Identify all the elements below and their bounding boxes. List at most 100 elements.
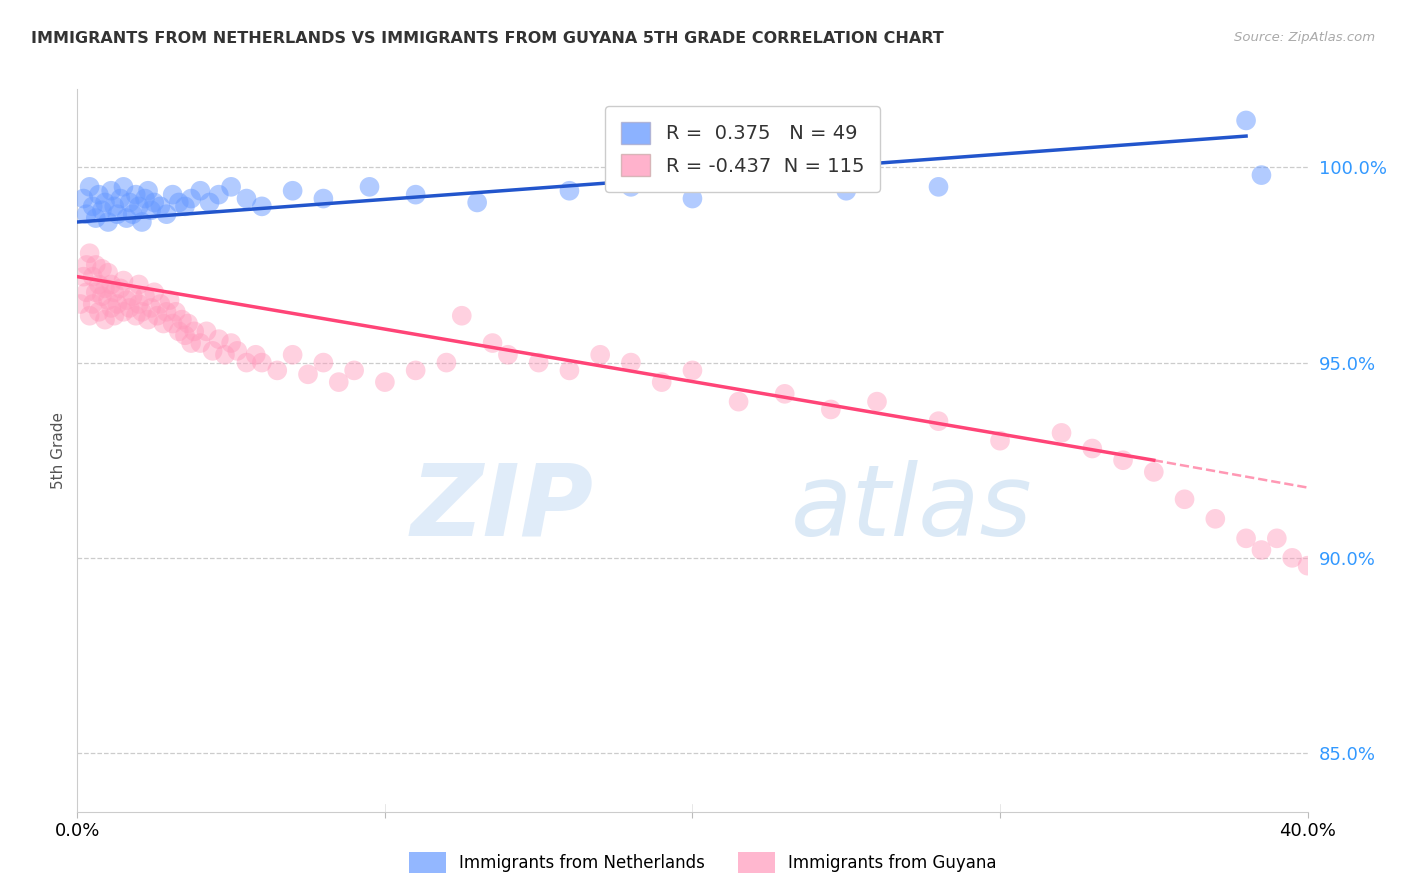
Point [226, 343, 249, 358]
Point [1081, 442, 1104, 456]
Point [201, 343, 224, 358]
Point [110, 192, 132, 206]
Legend: R =  0.375   N = 49, R = -0.437  N = 115: R = 0.375 N = 49, R = -0.437 N = 115 [605, 106, 880, 192]
Point [481, 336, 503, 351]
Point [72, 269, 94, 284]
Point [79, 246, 101, 260]
Point [94, 195, 117, 210]
Point [79, 309, 101, 323]
Point [866, 394, 889, 409]
Point [235, 355, 257, 369]
Point [312, 192, 335, 206]
Point [1234, 113, 1257, 128]
Point [245, 348, 267, 362]
Point [682, 363, 704, 377]
Point [100, 277, 122, 292]
Point [208, 332, 231, 346]
Point [155, 207, 177, 221]
Point [620, 355, 643, 369]
Point [183, 324, 205, 338]
Point [125, 309, 148, 323]
Point [103, 199, 125, 213]
Point [928, 414, 950, 428]
Point [170, 312, 193, 326]
Point [128, 199, 150, 213]
Point [159, 293, 181, 307]
Point [115, 211, 138, 225]
Point [558, 184, 581, 198]
Point [167, 324, 190, 338]
Point [374, 375, 396, 389]
Point [69, 297, 91, 311]
Point [97, 215, 120, 229]
Point [87, 305, 110, 319]
Point [1204, 512, 1226, 526]
Point [174, 199, 197, 213]
Point [558, 363, 581, 377]
Point [149, 297, 172, 311]
Point [465, 195, 488, 210]
Point [1174, 492, 1197, 507]
Point [84, 285, 107, 300]
Point [94, 281, 117, 295]
Point [143, 285, 166, 300]
Point [103, 309, 125, 323]
Point [97, 266, 120, 280]
Point [195, 324, 218, 338]
Point [112, 274, 135, 288]
Point [405, 363, 427, 377]
Text: IMMIGRANTS FROM NETHERLANDS VS IMMIGRANTS FROM GUYANA 5TH GRADE CORRELATION CHAR: IMMIGRANTS FROM NETHERLANDS VS IMMIGRANT… [31, 31, 943, 46]
Point [177, 317, 200, 331]
Point [198, 195, 221, 210]
Point [742, 176, 765, 190]
Point [167, 195, 190, 210]
Point [450, 309, 472, 323]
Point [112, 179, 135, 194]
Y-axis label: 5th Grade: 5th Grade [51, 412, 66, 489]
Text: ZIP: ZIP [411, 459, 595, 557]
Point [1143, 465, 1166, 479]
Point [79, 179, 101, 194]
Point [235, 192, 257, 206]
Point [188, 184, 212, 198]
Point [152, 317, 174, 331]
Point [121, 289, 143, 303]
Point [84, 211, 107, 225]
Point [72, 192, 94, 206]
Point [105, 297, 128, 311]
Point [1265, 532, 1288, 546]
Point [589, 348, 612, 362]
Point [651, 375, 673, 389]
Point [620, 179, 643, 194]
Point [94, 312, 117, 326]
Point [297, 368, 319, 382]
Point [82, 269, 104, 284]
Point [727, 394, 749, 409]
Point [405, 187, 427, 202]
Point [136, 184, 159, 198]
Point [105, 207, 128, 221]
Point [835, 184, 858, 198]
Point [214, 348, 236, 362]
Point [1112, 453, 1135, 467]
Point [115, 293, 138, 307]
Point [128, 277, 150, 292]
Point [820, 402, 842, 417]
Point [90, 203, 114, 218]
Point [131, 215, 153, 229]
Point [103, 285, 125, 300]
Point [773, 387, 796, 401]
Point [165, 305, 187, 319]
Point [141, 203, 163, 218]
Point [136, 312, 159, 326]
Point [100, 301, 122, 315]
Point [1281, 550, 1303, 565]
Point [131, 305, 153, 319]
Point [496, 348, 519, 362]
Point [174, 328, 197, 343]
Point [343, 363, 366, 377]
Point [84, 258, 107, 272]
Point [76, 258, 98, 272]
Point [682, 192, 704, 206]
Point [162, 317, 184, 331]
